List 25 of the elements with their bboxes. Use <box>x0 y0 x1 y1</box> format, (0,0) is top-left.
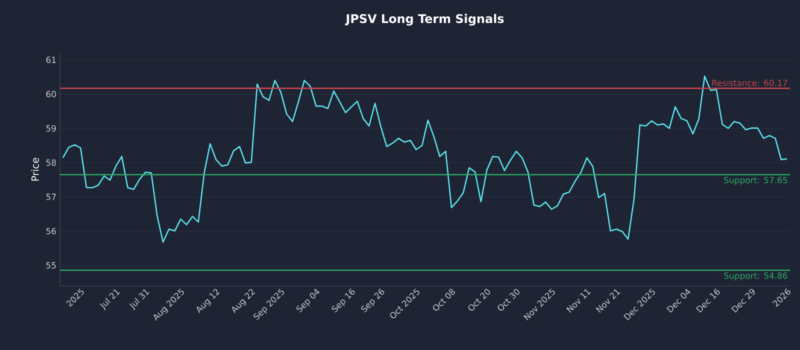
ref-line-label: Support: 57.65 <box>724 176 788 185</box>
y-tick-label: 55 <box>46 262 56 269</box>
x-tick-label: Sep 04 <box>296 288 320 312</box>
x-tick-label: Nov 11 <box>566 289 591 313</box>
chart-title: JPSV Long Term Signals <box>345 14 504 26</box>
y-tick-label: 61 <box>46 56 56 64</box>
ref-line-label: Resistance: 60.17 <box>712 80 788 86</box>
x-tick-label: Jul 31 <box>129 289 150 311</box>
y-tick-label: 60 <box>46 90 56 98</box>
x-tick-label: Jul 21 <box>100 289 120 311</box>
x-tick-label: Oct 30 <box>498 289 520 311</box>
y-tick-label: 59 <box>46 125 56 132</box>
x-tick-label: Sep 26 <box>361 288 384 312</box>
x-tick-label: Sep 16 <box>332 288 355 312</box>
x-tick-label: Dec 29 <box>731 289 755 313</box>
y-tick-label: 57 <box>46 194 56 200</box>
x-tick-label: Oct 08 <box>433 288 455 311</box>
line-series <box>62 76 788 243</box>
y-tick-label: 58 <box>46 159 56 166</box>
ref-line-label: Support: 54.86 <box>724 272 788 280</box>
x-tick-label: Oct 20 <box>468 289 490 311</box>
x-tick-label: Dec 04 <box>666 288 690 313</box>
x-tick-label: Dec 16 <box>696 288 720 313</box>
y-axis-title: Price <box>31 158 39 181</box>
y-tick-label: 56 <box>46 228 56 234</box>
